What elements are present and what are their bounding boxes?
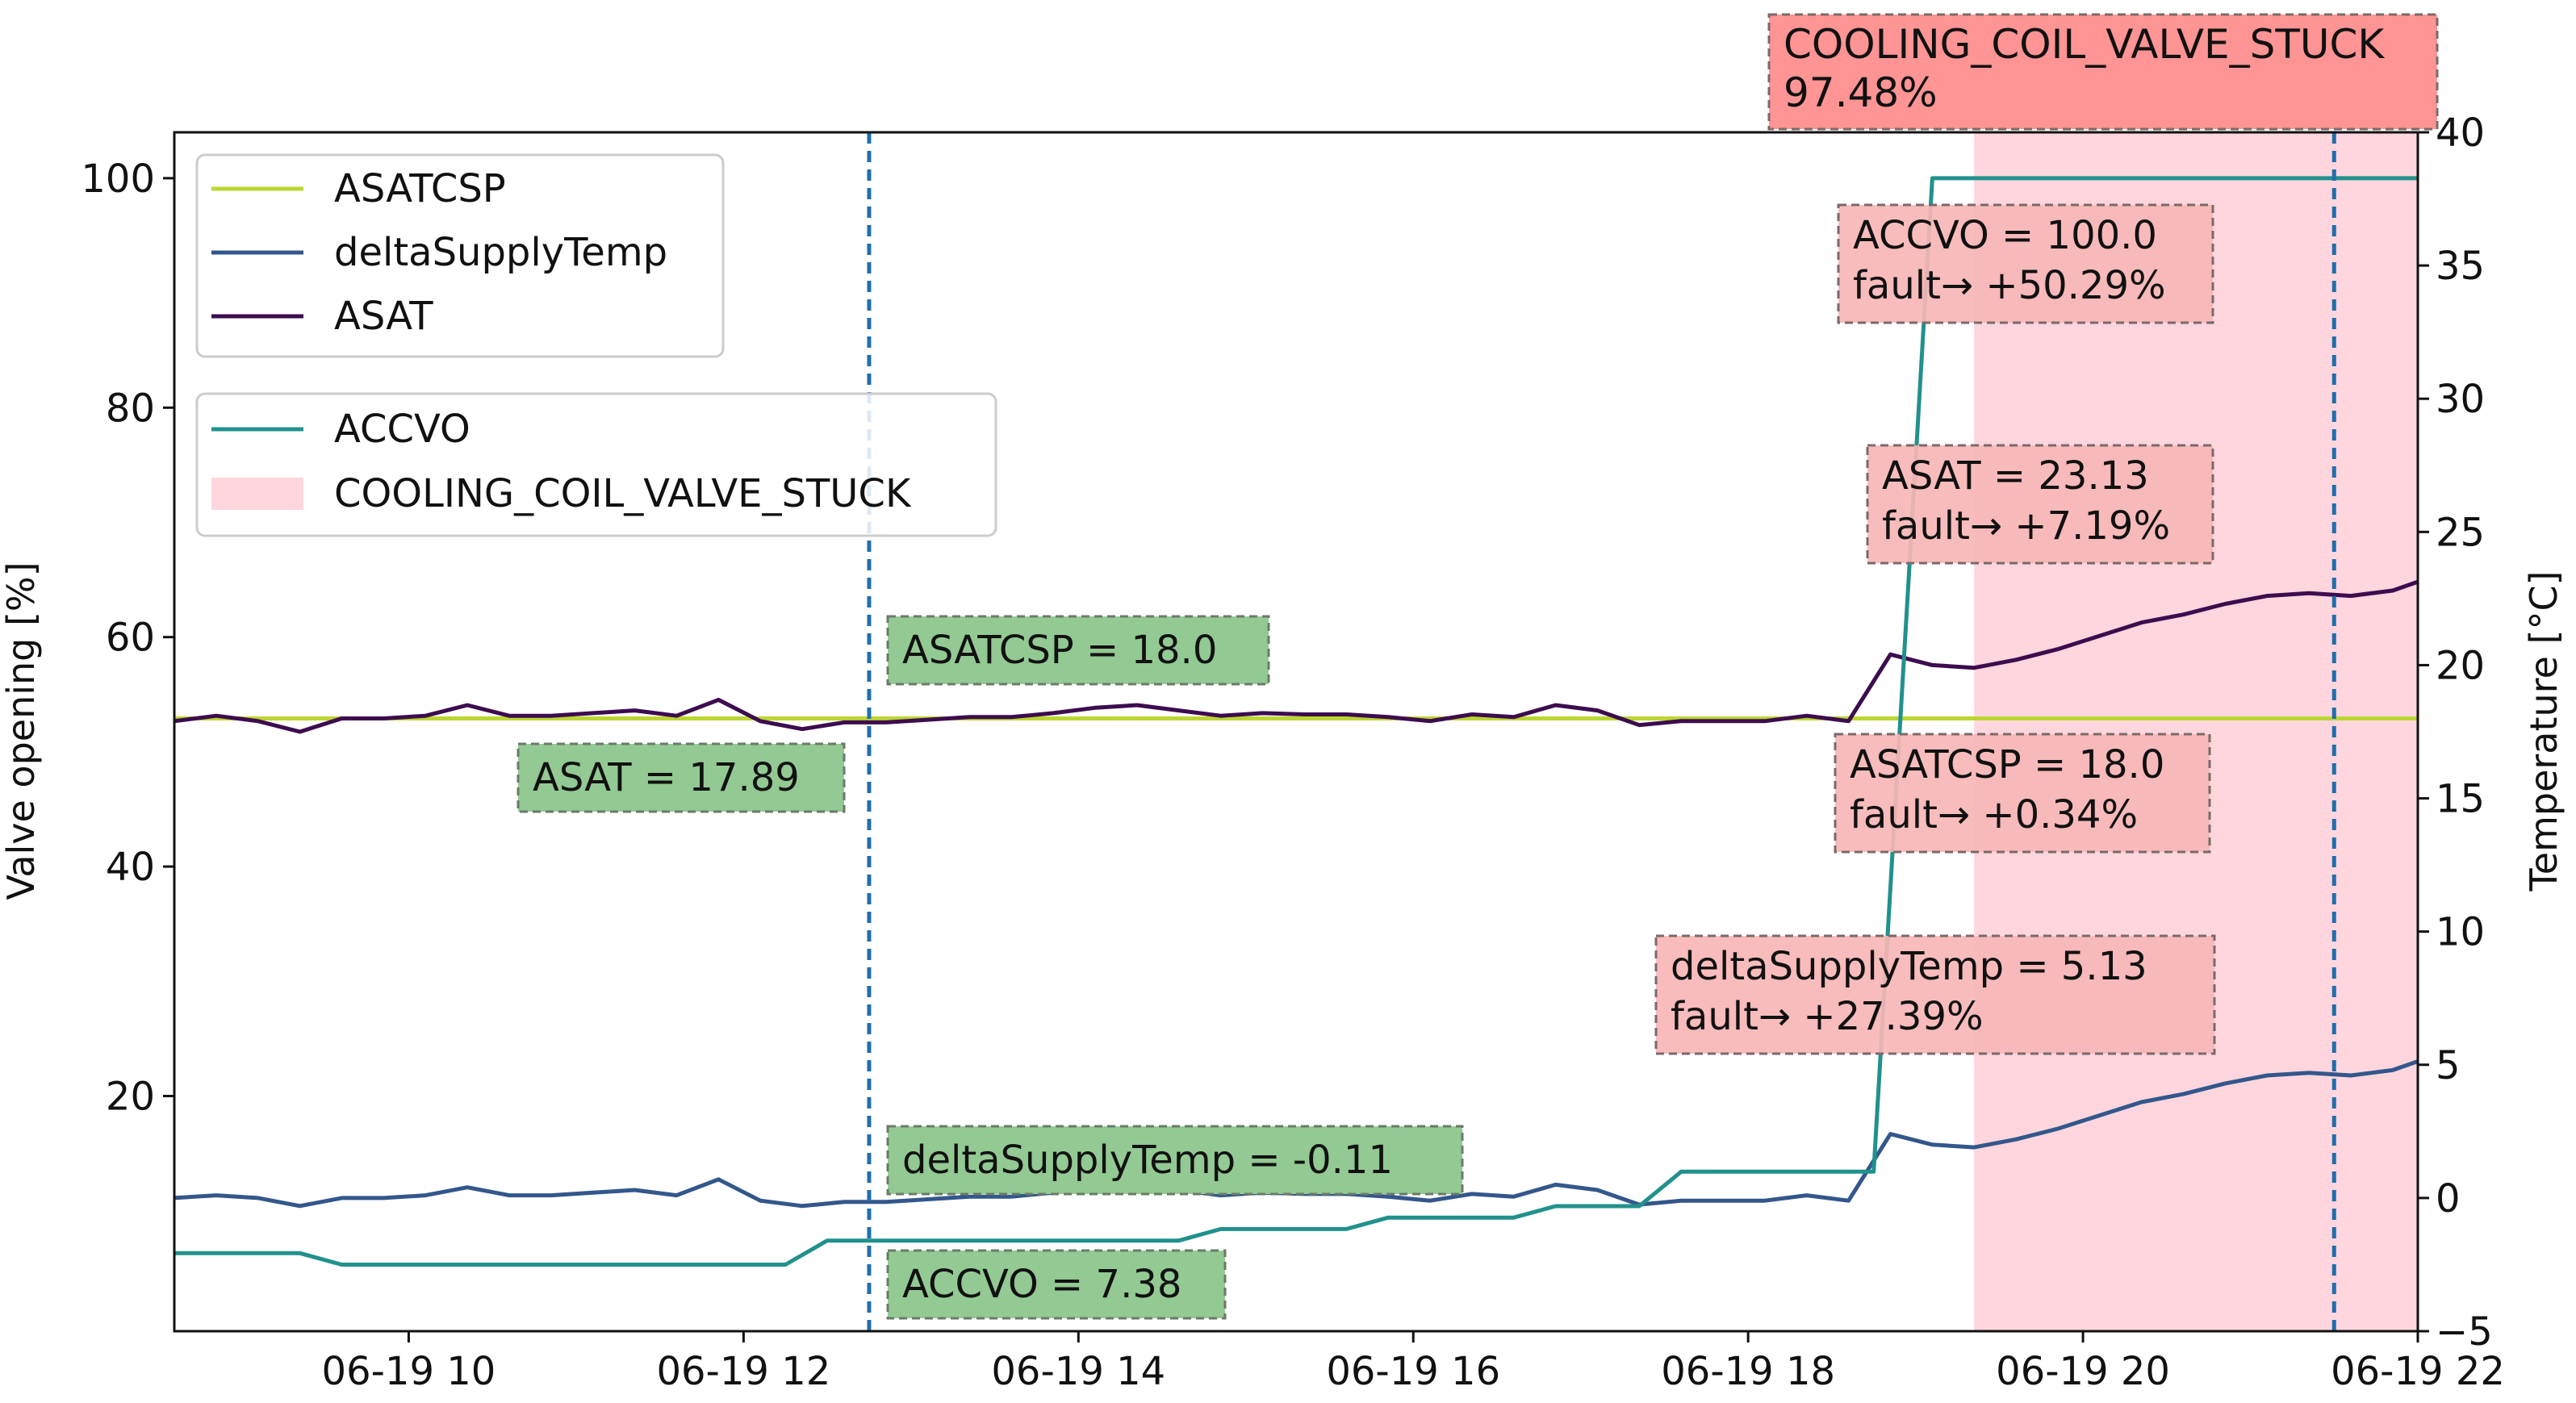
legend-lines: ASATCSP deltaSupplyTemp ASAT <box>195 153 725 358</box>
fault-banner-name: COOLING_COIL_VALVE_STUCK <box>1784 21 2385 68</box>
annotation-accvo-normal: ACCVO = 7.38 <box>886 1249 1227 1320</box>
legend-valve: ACCVO COOLING_COIL_VALVE_STUCK <box>195 392 997 537</box>
y-tick-label-right: 5 <box>2436 1043 2461 1088</box>
vline-layer <box>867 132 2336 1331</box>
x-tick-label: 06-19 20 <box>1996 1349 2170 1394</box>
x-tick-label: 06-19 18 <box>1661 1349 1835 1394</box>
annotation-asatcsp-normal: ASATCSP = 18.0 <box>886 615 1270 686</box>
legend-label-fault: COOLING_COIL_VALVE_STUCK <box>334 471 912 516</box>
legend-label-deltasupplytemp: deltaSupplyTemp <box>334 230 667 275</box>
svg-text:fault→ +7.19%: fault→ +7.19% <box>1882 503 2170 549</box>
svg-text:ACCVO = 7.38: ACCVO = 7.38 <box>902 1262 1181 1307</box>
y-tick-label-right: 35 <box>2436 244 2485 289</box>
svg-text:fault→ +0.34%: fault→ +0.34% <box>1850 792 2138 837</box>
svg-text:ASAT = 17.89: ASAT = 17.89 <box>533 755 800 800</box>
legend-label-asatcsp: ASATCSP <box>334 166 506 211</box>
y-tick-label-right: 30 <box>2436 377 2485 422</box>
y-tick-label-left: 80 <box>106 386 155 431</box>
y-tick-label-right: 25 <box>2436 510 2485 555</box>
svg-text:fault→ +50.29%: fault→ +50.29% <box>1853 263 2166 308</box>
x-tick-label: 06-19 16 <box>1326 1349 1500 1394</box>
annotation-asat-fault: ASAT = 23.13 fault→ +7.19% <box>1866 444 2214 565</box>
y-tick-label-left: 100 <box>81 157 155 202</box>
annotation-asatcsp-fault: ASATCSP = 18.0 fault→ +0.34% <box>1834 733 2211 854</box>
svg-text:deltaSupplyTemp = -0.11: deltaSupplyTemp = -0.11 <box>902 1138 1393 1183</box>
y-tick-label-right: 15 <box>2436 777 2485 822</box>
legend-swatch-fault <box>211 478 303 510</box>
plot-frame <box>173 131 2419 1333</box>
svg-text:ACCVO = 100.0: ACCVO = 100.0 <box>1853 213 2157 258</box>
svg-text:ASATCSP = 18.0: ASATCSP = 18.0 <box>902 628 1217 673</box>
annotation-deltasupplytemp-fault: deltaSupplyTemp = 5.13 fault→ +27.39% <box>1654 934 2216 1055</box>
y-tick-label-right: −5 <box>2436 1309 2493 1355</box>
axes-layer: 06-19 10 06-19 12 06-19 14 06-19 16 06-19 18… <box>81 111 2505 1394</box>
annotation-asat-normal: ASAT = 17.89 <box>516 742 846 813</box>
svg-text:ASATCSP = 18.0: ASATCSP = 18.0 <box>1850 742 2164 787</box>
legend-label-accvo: ACCVO <box>334 407 470 452</box>
annotation-accvo-fault: ACCVO = 100.0 fault→ +50.29% <box>1837 203 2214 324</box>
y-tick-label-left: 60 <box>106 616 155 661</box>
x-tick-label: 06-19 10 <box>322 1349 496 1394</box>
annotation-deltasupplytemp-normal: deltaSupplyTemp = -0.11 <box>886 1125 1464 1196</box>
fault-banner-probability: 97.48% <box>1784 69 1938 116</box>
legend-label-asat: ASAT <box>334 294 433 339</box>
y-tick-label-right: 20 <box>2436 643 2485 688</box>
x-tick-label: 06-19 22 <box>2331 1349 2505 1394</box>
svg-text:deltaSupplyTemp = 5.13: deltaSupplyTemp = 5.13 <box>1671 944 2147 989</box>
fault-banner: COOLING_COIL_VALVE_STUCK 97.48% <box>1767 13 2439 131</box>
y-tick-label-right: 10 <box>2436 910 2485 955</box>
svg-text:fault→ +27.39%: fault→ +27.39% <box>1671 994 1984 1039</box>
series-line-asat <box>174 579 2419 734</box>
y-axis-label-right: Temperature [°C] <box>2522 570 2566 891</box>
y-tick-label-left: 20 <box>106 1074 155 1119</box>
y-tick-label-right: 0 <box>2436 1176 2461 1221</box>
series-line-accvo <box>174 176 2418 1267</box>
y-tick-label-right: 40 <box>2436 111 2485 156</box>
x-tick-label: 06-19 14 <box>991 1349 1165 1394</box>
svg-text:ASAT = 23.13: ASAT = 23.13 <box>1882 453 2149 499</box>
x-tick-label: 06-19 12 <box>656 1349 830 1394</box>
y-axis-label-left: Valve opening [%] <box>0 562 43 900</box>
y-tick-label-left: 40 <box>106 845 155 890</box>
